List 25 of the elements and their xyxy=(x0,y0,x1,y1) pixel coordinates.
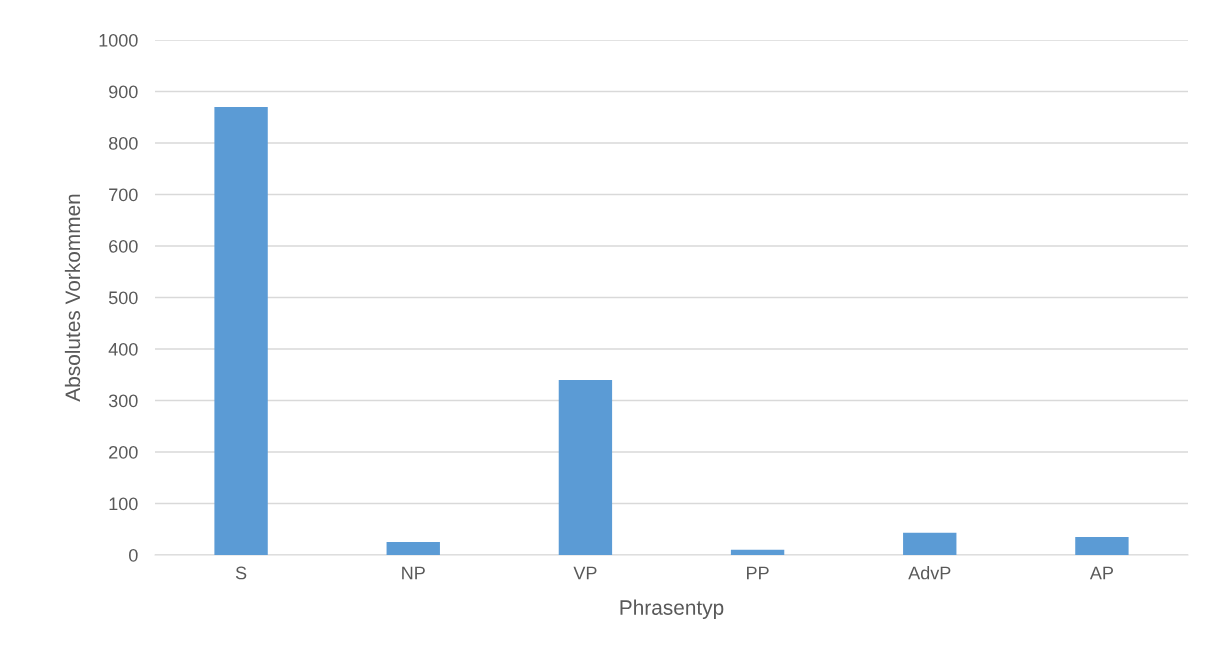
x-tick-label: PP xyxy=(747,566,769,580)
y-tick-label: 500 xyxy=(108,291,138,305)
bar xyxy=(1075,536,1129,555)
y-tick-label: 400 xyxy=(108,342,138,356)
bar xyxy=(386,542,440,555)
bar xyxy=(214,106,268,555)
y-tick-label: 800 xyxy=(109,136,138,150)
y-tick-label: 900 xyxy=(109,85,138,99)
bar xyxy=(558,379,613,555)
y-tick-label: 100 xyxy=(109,497,138,511)
x-tick-label: AP xyxy=(1089,566,1114,580)
y-tick-label: 300 xyxy=(108,394,138,408)
y-tick-label: 0 xyxy=(129,548,138,562)
x-tick-label: AdvP xyxy=(908,566,951,580)
bar xyxy=(730,549,785,555)
x-tick-label: S xyxy=(235,566,247,580)
x-axis-title: Phrasentyp xyxy=(620,599,724,620)
y-tick-label: 1000 xyxy=(99,33,138,47)
y-tick-label: 600 xyxy=(109,239,138,253)
bar xyxy=(903,532,957,555)
y-tick-label: 200 xyxy=(109,445,138,459)
x-tick-label: NP xyxy=(402,566,425,580)
x-tick-label: VP xyxy=(573,566,597,580)
y-tick-label: 700 xyxy=(109,188,138,202)
y-axis-title: Absolutes Vorkommen xyxy=(64,194,81,402)
